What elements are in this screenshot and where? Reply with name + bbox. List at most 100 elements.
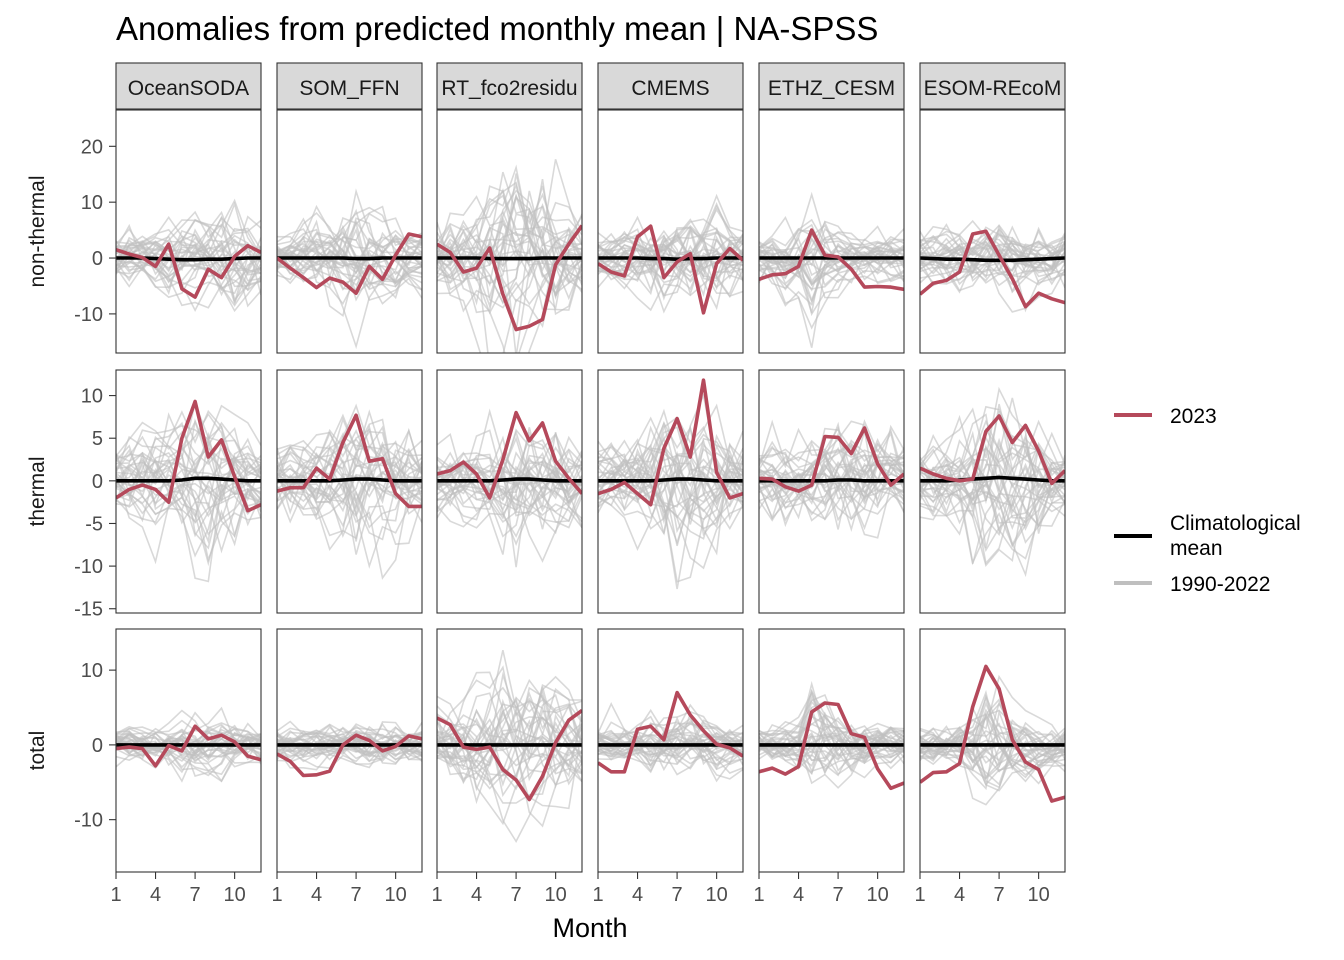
panel-non-thermal-2 bbox=[437, 110, 582, 353]
background-year-line bbox=[116, 215, 261, 273]
panel-total-4 bbox=[759, 629, 904, 872]
background-year-line bbox=[920, 708, 1065, 791]
panel-non-thermal-4 bbox=[759, 110, 904, 353]
series-2023-line bbox=[920, 414, 1065, 486]
background-year-line bbox=[437, 429, 582, 495]
background-year-line bbox=[277, 739, 422, 761]
facet-strip-2 bbox=[436, 62, 583, 110]
series-2023-line bbox=[277, 413, 422, 509]
background-year-line bbox=[759, 427, 904, 515]
panel-non-thermal-0 bbox=[116, 110, 261, 353]
panel-non-thermal-3 bbox=[598, 110, 743, 353]
background-year-line bbox=[116, 219, 261, 288]
facet-strip-label-3: CMEMS bbox=[631, 77, 709, 100]
series-2023-line bbox=[759, 701, 904, 791]
x-tick-label-2-3: 10 bbox=[545, 884, 567, 906]
facet-strips: OceanSODA SOM_FFN RT_fco2residu CMEMS ETHZ_C… bbox=[115, 62, 1066, 110]
climatological-mean-line bbox=[920, 475, 1065, 483]
background-year-line bbox=[277, 232, 422, 282]
panel-total-0 bbox=[116, 629, 261, 872]
background-year-line bbox=[598, 466, 743, 590]
facet-strip-label-0: OceanSODA bbox=[128, 77, 249, 100]
legend-label-2023: 2023 bbox=[1170, 405, 1217, 428]
background-year-line bbox=[598, 740, 743, 772]
panel-total-2 bbox=[437, 629, 582, 872]
panel-border bbox=[758, 369, 905, 614]
y-tick-label-1-5: -15 bbox=[74, 599, 103, 621]
panel-total-3 bbox=[598, 629, 743, 872]
panel-border bbox=[276, 109, 423, 354]
background-year-line bbox=[437, 159, 582, 267]
panel-border bbox=[597, 369, 744, 614]
x-tick-label-3-0: 1 bbox=[592, 884, 603, 906]
facet-strip-label-4: ETHZ_CESM bbox=[768, 77, 895, 100]
y-tick-label-0-2: 0 bbox=[92, 248, 103, 270]
series-2023-line bbox=[920, 229, 1065, 309]
background-year-line bbox=[116, 452, 261, 505]
facet-strip-1 bbox=[276, 62, 423, 110]
background-year-line bbox=[920, 708, 1065, 757]
y-tick-label-1-1: 5 bbox=[92, 428, 103, 450]
background-year-line bbox=[116, 452, 261, 558]
series-2023-line bbox=[116, 399, 261, 513]
panel-border bbox=[115, 369, 262, 614]
background-year-line bbox=[437, 194, 582, 280]
background-year-line bbox=[759, 431, 904, 522]
facet-strip-label-2: RT_fco2residu bbox=[441, 77, 577, 100]
series-2023-line bbox=[116, 724, 261, 768]
background-year-line bbox=[116, 243, 261, 292]
panel-thermal-4 bbox=[759, 370, 904, 613]
background-year-line bbox=[759, 218, 904, 266]
background-year-line bbox=[277, 456, 422, 503]
y-tick-label-2-1: 0 bbox=[92, 735, 103, 757]
background-year-line bbox=[277, 473, 422, 580]
chart-title: Anomalies from predicted monthly mean | … bbox=[116, 10, 878, 47]
x-axis-title: Month bbox=[552, 913, 627, 943]
series-2023-line bbox=[437, 410, 582, 500]
background-year-line bbox=[920, 445, 1065, 520]
x-tick-label-4-2: 7 bbox=[833, 884, 844, 906]
y-tick-label-1-3: -5 bbox=[85, 513, 103, 535]
series-2023-line bbox=[277, 232, 422, 296]
panel-border bbox=[919, 369, 1066, 614]
background-year-line bbox=[920, 458, 1065, 565]
series-2023-line bbox=[759, 228, 904, 292]
background-year-line bbox=[920, 462, 1065, 517]
facet-strip-label-1: SOM_FFN bbox=[299, 77, 399, 100]
x-tick-label-5-0: 1 bbox=[914, 884, 925, 906]
background-year-line bbox=[116, 238, 261, 277]
background-year-line bbox=[598, 421, 743, 556]
background-year-line bbox=[759, 456, 904, 520]
background-year-line bbox=[920, 226, 1065, 267]
panel-border bbox=[115, 109, 262, 354]
legend-label-climatological-mean: Climatological mean bbox=[1170, 512, 1307, 560]
background-year-line bbox=[277, 219, 422, 269]
background-year-line bbox=[759, 740, 904, 771]
background-year-line bbox=[437, 201, 582, 253]
background-year-line bbox=[759, 724, 904, 789]
series-2023-line bbox=[116, 242, 261, 299]
facet-strip-label-5: ESOM-REcoM bbox=[924, 77, 1062, 100]
facet-strip-0 bbox=[115, 62, 262, 110]
background-year-line bbox=[759, 700, 904, 770]
background-year-line bbox=[277, 725, 422, 765]
x-tick-label-0-0: 1 bbox=[110, 884, 121, 906]
background-year-line bbox=[920, 455, 1065, 553]
x-tick-label-3-3: 10 bbox=[706, 884, 728, 906]
background-year-line bbox=[437, 708, 582, 789]
background-year-line bbox=[437, 435, 582, 514]
background-year-line bbox=[116, 727, 261, 763]
background-year-line bbox=[759, 248, 904, 299]
background-year-line bbox=[920, 728, 1065, 771]
background-year-line bbox=[598, 722, 743, 770]
panel-border bbox=[919, 109, 1066, 354]
background-year-line bbox=[437, 710, 582, 791]
panel-border bbox=[436, 109, 583, 354]
background-year-line bbox=[437, 713, 582, 844]
background-year-line bbox=[437, 687, 582, 777]
legend: 2023 Climatological mean 1990-2022 bbox=[1114, 405, 1307, 596]
y-tick-label-2-2: -10 bbox=[74, 810, 103, 832]
x-tick-label-5-2: 7 bbox=[994, 884, 1005, 906]
background-year-line bbox=[920, 473, 1065, 565]
